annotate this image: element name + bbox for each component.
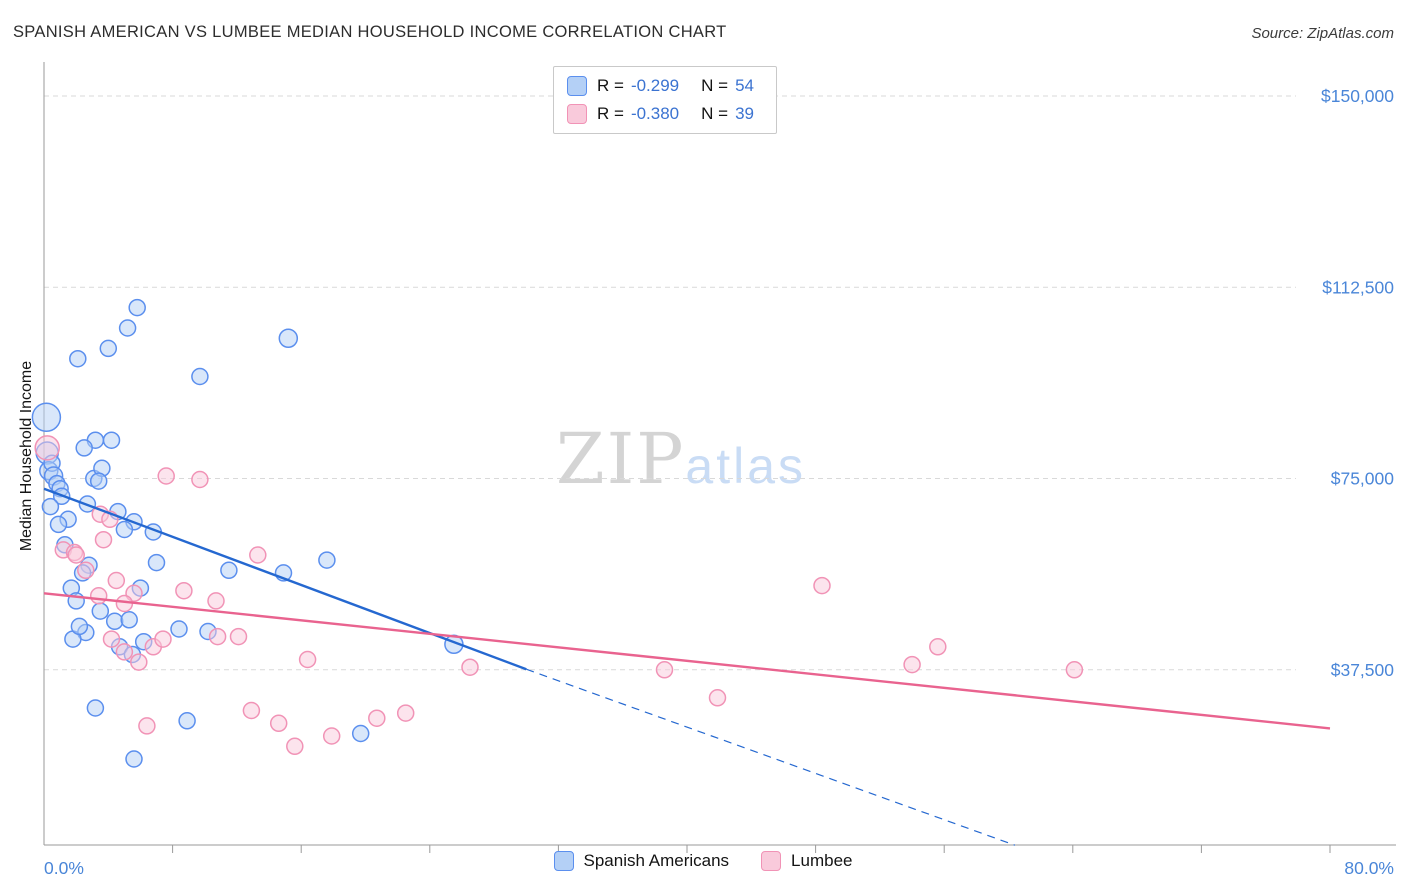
point-lumbee bbox=[229, 627, 248, 646]
point-lumbee bbox=[322, 727, 341, 745]
n-value: 39 bbox=[735, 104, 754, 123]
legend-row-lumbee: R = -0.380 N = 39 bbox=[567, 104, 754, 124]
point-spanish-americans bbox=[105, 612, 124, 631]
point-lumbee bbox=[208, 627, 227, 646]
point-spanish-americans bbox=[99, 339, 118, 358]
point-lumbee bbox=[249, 546, 267, 564]
point-spanish-americans bbox=[49, 515, 68, 534]
point-lumbee bbox=[138, 717, 156, 735]
trend-line-lumbee bbox=[43, 592, 1331, 730]
point-lumbee bbox=[269, 714, 288, 733]
point-lumbee bbox=[175, 581, 193, 600]
point-lumbee bbox=[115, 643, 134, 661]
spanish-americans-swatch bbox=[553, 851, 574, 871]
r-value: -0.380 bbox=[630, 104, 680, 123]
point-spanish-americans bbox=[86, 699, 105, 717]
point-lumbee bbox=[191, 470, 209, 489]
point-lumbee bbox=[298, 650, 317, 669]
point-lumbee bbox=[368, 709, 386, 727]
x-axis-label-max: 80.0% bbox=[1344, 858, 1394, 878]
series-legend: Spanish Americans Lumbee bbox=[0, 851, 1406, 871]
r-value: -0.299 bbox=[630, 76, 680, 95]
point-spanish-americans bbox=[91, 602, 110, 620]
y-tick-label: $150,000 bbox=[1321, 86, 1394, 106]
point-spanish-americans bbox=[278, 328, 299, 349]
lumbee-swatch bbox=[761, 851, 782, 871]
point-spanish-americans bbox=[118, 319, 137, 337]
chart-title: SPANISH AMERICAN VS LUMBEE MEDIAN HOUSEH… bbox=[13, 23, 727, 41]
point-spanish-americans bbox=[102, 431, 121, 449]
legend-row-spanish-americans: R = -0.299 N = 54 bbox=[567, 76, 754, 96]
point-lumbee bbox=[708, 689, 727, 707]
correlation-legend: R = -0.299 N = 54 R = -0.380 N = 39 bbox=[553, 66, 777, 134]
point-spanish-americans bbox=[147, 553, 166, 572]
point-spanish-americans bbox=[41, 497, 60, 516]
point-lumbee bbox=[207, 592, 225, 610]
point-lumbee bbox=[67, 546, 85, 564]
point-spanish-americans bbox=[178, 712, 196, 730]
point-lumbee bbox=[813, 576, 831, 595]
point-lumbee bbox=[242, 701, 261, 720]
r-label: R = bbox=[597, 104, 624, 123]
point-spanish-americans bbox=[125, 750, 143, 768]
point-spanish-americans bbox=[89, 472, 108, 490]
point-spanish-americans bbox=[31, 402, 62, 433]
point-lumbee bbox=[130, 653, 148, 671]
point-lumbee bbox=[903, 655, 921, 674]
n-value: 54 bbox=[735, 76, 754, 95]
spanish-americans-swatch bbox=[567, 76, 587, 96]
trend-line-spanish-americans bbox=[43, 487, 527, 671]
point-lumbee bbox=[102, 630, 121, 648]
legend-label-lumbee: Lumbee bbox=[791, 851, 853, 870]
point-spanish-americans bbox=[69, 349, 87, 368]
point-lumbee bbox=[461, 658, 479, 676]
legend-item-lumbee: Lumbee bbox=[761, 851, 852, 871]
point-lumbee bbox=[107, 571, 126, 590]
point-spanish-americans bbox=[170, 620, 188, 638]
point-lumbee bbox=[286, 737, 304, 756]
point-lumbee bbox=[655, 661, 674, 679]
y-tick-label: $37,500 bbox=[1331, 660, 1395, 680]
point-spanish-americans bbox=[75, 439, 93, 457]
point-spanish-americans bbox=[220, 561, 238, 580]
legend-row-text: R = -0.380 N = 39 bbox=[597, 104, 754, 124]
point-lumbee bbox=[929, 638, 947, 656]
point-spanish-americans bbox=[191, 367, 209, 386]
y-tick-label: $112,500 bbox=[1322, 277, 1394, 297]
lumbee-swatch bbox=[567, 104, 587, 124]
legend-item-spanish-americans: Spanish Americans bbox=[553, 851, 730, 871]
x-axis-label-min: 0.0% bbox=[44, 858, 84, 878]
legend-row-text: R = -0.299 N = 54 bbox=[597, 76, 754, 96]
point-lumbee bbox=[77, 561, 95, 580]
n-label: N = bbox=[701, 76, 729, 95]
point-spanish-americans bbox=[70, 617, 89, 636]
point-spanish-americans bbox=[318, 551, 336, 569]
point-spanish-americans bbox=[128, 298, 146, 317]
n-label: N = bbox=[701, 104, 729, 123]
point-spanish-americans bbox=[115, 520, 134, 539]
point-spanish-americans bbox=[351, 724, 370, 743]
point-spanish-americans bbox=[120, 611, 138, 629]
trend-line-spanish-americans-extrapolated bbox=[526, 668, 1016, 846]
source-label: Source: ZipAtlas.com bbox=[1251, 25, 1394, 42]
point-lumbee bbox=[34, 435, 60, 461]
point-lumbee bbox=[154, 630, 172, 648]
point-lumbee bbox=[89, 587, 108, 605]
point-lumbee bbox=[157, 467, 175, 485]
point-lumbee bbox=[396, 704, 415, 722]
y-tick-label: $75,000 bbox=[1331, 469, 1395, 489]
legend-label-spanish-americans: Spanish Americans bbox=[583, 851, 730, 870]
point-lumbee bbox=[1065, 661, 1084, 679]
point-lumbee bbox=[94, 530, 113, 549]
r-label: R = bbox=[597, 76, 624, 95]
